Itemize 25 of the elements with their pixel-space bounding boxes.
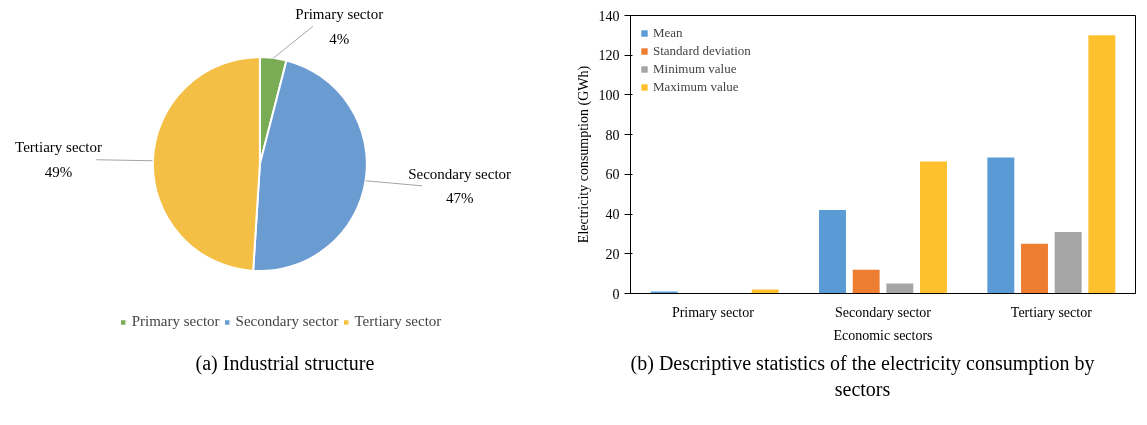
legend-label: Minimum value [653, 61, 737, 77]
slice-label: Secondary sector [408, 165, 512, 182]
y-tick-label: 40 [605, 207, 620, 223]
x-tick-label: Tertiary sector [1010, 304, 1093, 320]
slice-label: Tertiary sector [15, 139, 102, 156]
y-tick-label: 20 [605, 246, 620, 262]
slice-label: Primary sector [295, 6, 384, 23]
data-label: 49% [44, 164, 73, 181]
legend-label: Mean [653, 25, 683, 41]
data-label: 4% [329, 30, 350, 47]
y-tick-label: 140 [598, 8, 620, 24]
x-tick-label: Primary sector [671, 304, 755, 320]
y-tick-label: 0 [612, 286, 620, 302]
y-tick-label: 80 [605, 127, 620, 143]
y-tick-label: 120 [598, 48, 620, 64]
legend-label: Standard deviation [653, 43, 751, 59]
legend-label: Maximum value [653, 79, 739, 95]
text: (a) Industrial structure [194, 351, 376, 376]
y-tick-label: 100 [598, 87, 620, 103]
data-label: 47% [445, 190, 474, 207]
text: (b) Descriptive statistics of the electricity consumption by sectors [629, 351, 1096, 402]
y-tick-label: 60 [605, 167, 620, 183]
x-axis-title: Economic sectors [833, 327, 933, 343]
y-axis-title: Electricity consumption (GWh) [575, 65, 592, 244]
x-tick-label: Secondary sector [834, 304, 932, 320]
